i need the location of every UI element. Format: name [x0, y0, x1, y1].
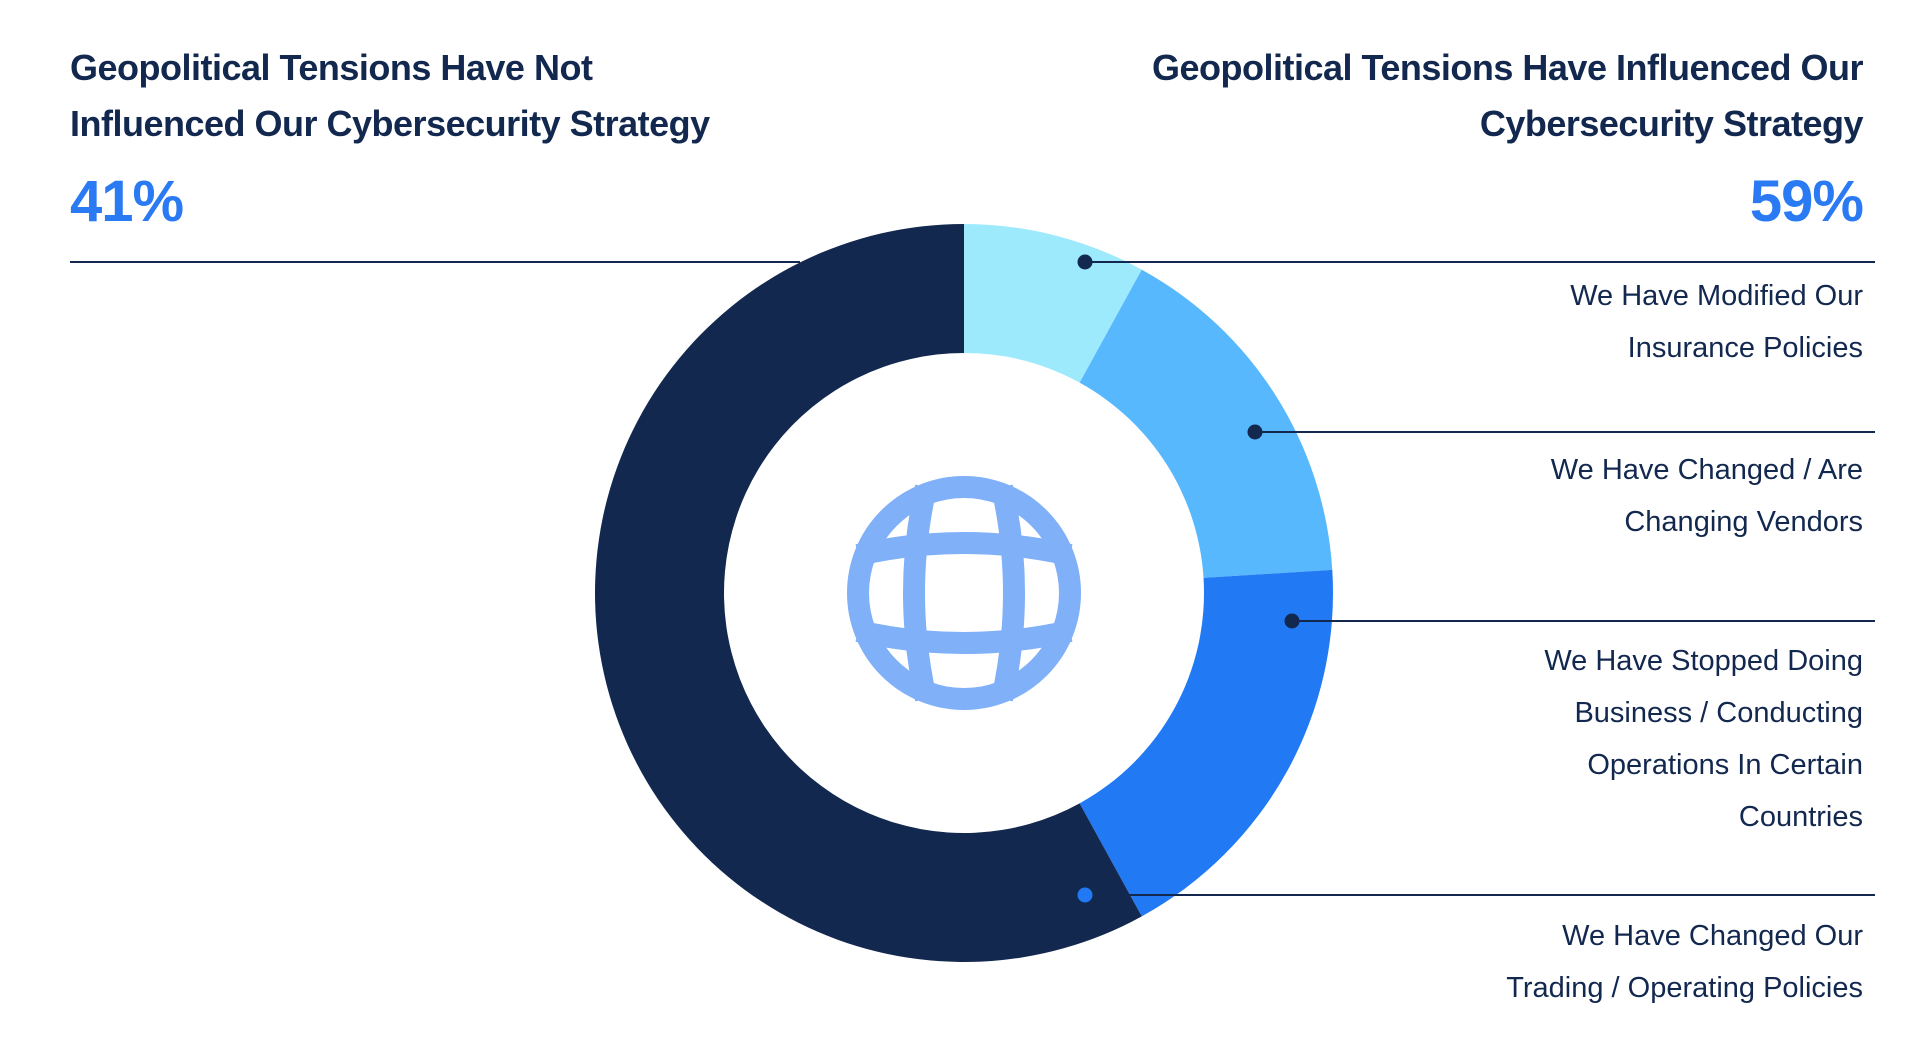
segment-label-vendors: We Have Changed / Are Changing Vendors — [1551, 444, 1863, 548]
label-line: Changing Vendors — [1624, 506, 1863, 538]
label-line: Trading / Operating Policies — [1506, 972, 1863, 1004]
left-title-line: Influenced Our Cybersecurity Strategy — [70, 103, 710, 144]
left-percentage: 41% — [70, 169, 184, 234]
leader-dot-3 — [1077, 887, 1093, 903]
label-line: We Have Changed Our — [1562, 920, 1863, 952]
globe-stroke — [903, 484, 937, 702]
right-percentage: 59% — [1749, 169, 1864, 234]
label-line: We Have Modified Our — [1570, 280, 1863, 312]
label-line: Insurance Policies — [1627, 332, 1863, 364]
donut-segment-0 — [964, 224, 1142, 383]
globe-stroke — [855, 620, 1073, 654]
donut-segment-3 — [595, 224, 1142, 963]
right-title-line: Cybersecurity Strategy — [1479, 103, 1864, 144]
leader-dot-1 — [1247, 424, 1263, 440]
left-title-line: Geopolitical Tensions Have Not — [70, 47, 593, 88]
leader-dot-2 — [1284, 613, 1300, 629]
segment-label-trading-policies: We Have Changed Our Trading / Operating … — [1506, 910, 1863, 1014]
segment-label-stopped-business: We Have Stopped Doing Business / Conduct… — [1544, 635, 1863, 843]
label-line: We Have Changed / Are — [1550, 454, 1863, 486]
globe-stroke — [855, 532, 1073, 566]
segment-label-insurance: We Have Modified Our Insurance Policies — [1570, 270, 1863, 374]
label-line: Business / Conducting — [1574, 697, 1863, 729]
globe-stroke — [847, 476, 1081, 710]
globe-stroke — [991, 484, 1025, 702]
donut-segment-1 — [1079, 269, 1333, 578]
right-title-line: Geopolitical Tensions Have Influenced Ou… — [1152, 47, 1863, 88]
globe-icon — [847, 476, 1081, 710]
label-line: We Have Stopped Doing — [1544, 645, 1863, 677]
leader-dot-0 — [1077, 254, 1093, 270]
label-line: Operations In Certain — [1587, 749, 1863, 781]
right-title: Geopolitical Tensions Have Influenced Ou… — [1152, 40, 1863, 152]
donut-segment-2 — [1079, 569, 1333, 917]
left-title: Geopolitical Tensions Have Not Influence… — [70, 40, 710, 152]
label-line: Countries — [1738, 801, 1863, 833]
